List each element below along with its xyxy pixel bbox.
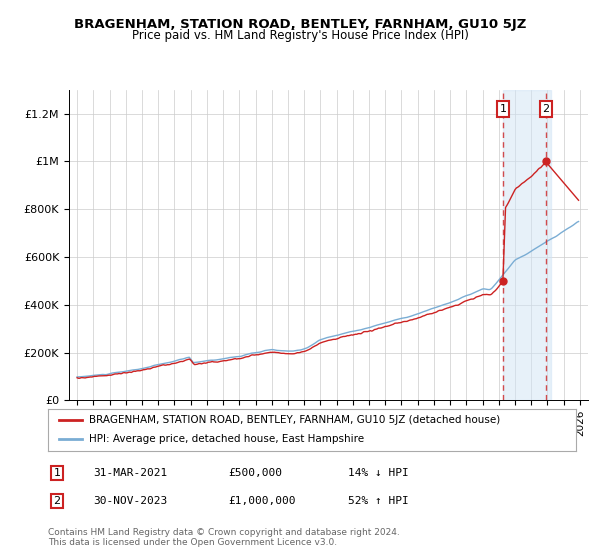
Text: 2: 2 (53, 496, 61, 506)
Text: HPI: Average price, detached house, East Hampshire: HPI: Average price, detached house, East… (89, 435, 364, 445)
Text: 1: 1 (499, 104, 506, 114)
Text: Contains HM Land Registry data © Crown copyright and database right 2024.
This d: Contains HM Land Registry data © Crown c… (48, 528, 400, 547)
Bar (503, 90, 551, 400)
Text: 31-MAR-2021: 31-MAR-2021 (93, 468, 167, 478)
Text: BRAGENHAM, STATION ROAD, BENTLEY, FARNHAM, GU10 5JZ: BRAGENHAM, STATION ROAD, BENTLEY, FARNHA… (74, 18, 526, 31)
Text: 52% ↑ HPI: 52% ↑ HPI (348, 496, 409, 506)
Text: £1,000,000: £1,000,000 (228, 496, 296, 506)
Text: 30-NOV-2023: 30-NOV-2023 (93, 496, 167, 506)
Text: £500,000: £500,000 (228, 468, 282, 478)
Text: 14% ↓ HPI: 14% ↓ HPI (348, 468, 409, 478)
Text: BRAGENHAM, STATION ROAD, BENTLEY, FARNHAM, GU10 5JZ (detached house): BRAGENHAM, STATION ROAD, BENTLEY, FARNHA… (89, 415, 500, 425)
Text: 1: 1 (53, 468, 61, 478)
Text: 2: 2 (542, 104, 550, 114)
Text: Price paid vs. HM Land Registry's House Price Index (HPI): Price paid vs. HM Land Registry's House … (131, 29, 469, 42)
